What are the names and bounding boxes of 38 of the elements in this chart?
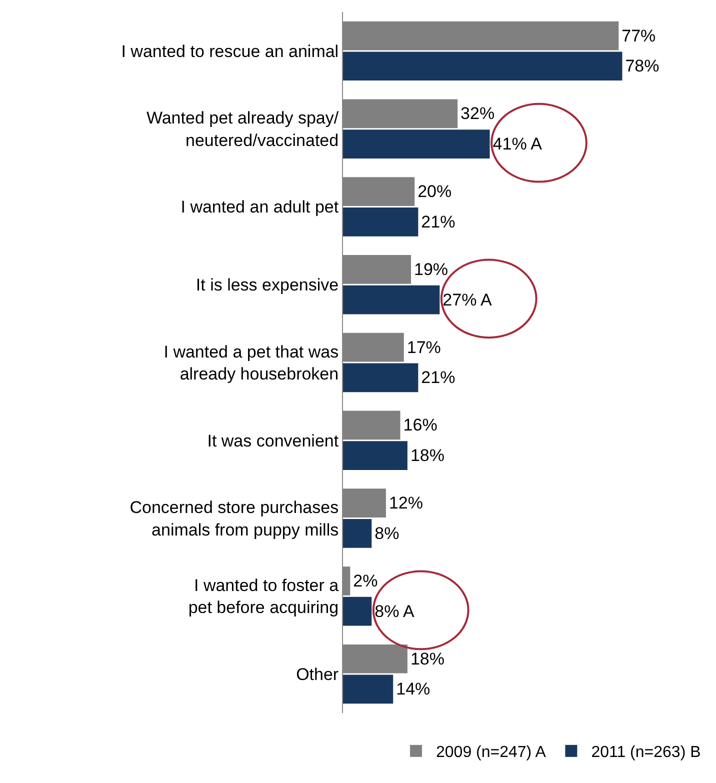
data-label: 18% — [410, 446, 444, 466]
y-tick-label: It is less expensive — [196, 276, 339, 295]
bar — [343, 52, 622, 81]
data-label: 78% — [625, 56, 660, 76]
y-tick-label: I wanted a pet that was already housebroken — [164, 342, 339, 384]
data-label: 21% — [421, 368, 456, 388]
bar — [343, 674, 394, 704]
bar — [343, 363, 418, 392]
data-label: 32% — [460, 104, 495, 124]
bar — [343, 596, 372, 626]
data-label: 2% — [353, 571, 378, 590]
data-label: 41% A — [492, 134, 543, 154]
data-label: 18% — [410, 649, 444, 668]
y-tick-label: I wanted to foster a pet before acquiring — [188, 576, 340, 618]
data-label: 77% — [622, 26, 656, 46]
data-label: 27% A — [442, 290, 492, 310]
data-label: 19% — [414, 260, 448, 279]
y-tick-label: Wanted pet already spay/ neutered/vaccinated — [146, 108, 339, 150]
data-label: 12% — [388, 494, 423, 513]
y-tick-label: It was convenient — [207, 431, 339, 450]
data-label: 21% — [421, 212, 456, 232]
bar — [343, 285, 440, 314]
data-label: 8% A — [374, 602, 415, 621]
data-label: 17% — [406, 338, 441, 357]
legend-label: 2011 (n=263) B — [591, 744, 701, 762]
y-tick-label: Other — [296, 665, 339, 684]
bar — [343, 207, 418, 236]
data-label: 8% — [374, 524, 400, 543]
bar — [343, 130, 490, 158]
data-label: 14% — [396, 680, 430, 699]
bar — [343, 441, 408, 470]
y-tick-label: I wanted to rescue an animal — [121, 42, 339, 61]
y-tick-label: Concerned store purchases animals from puppy mills — [130, 498, 339, 540]
y-tick-label: I wanted an adult pet — [180, 198, 339, 217]
legend-label: 2009 (n=247) A — [436, 744, 546, 762]
data-label: 16% — [403, 416, 438, 435]
data-label: 20% — [418, 182, 452, 202]
bar — [343, 519, 372, 548]
